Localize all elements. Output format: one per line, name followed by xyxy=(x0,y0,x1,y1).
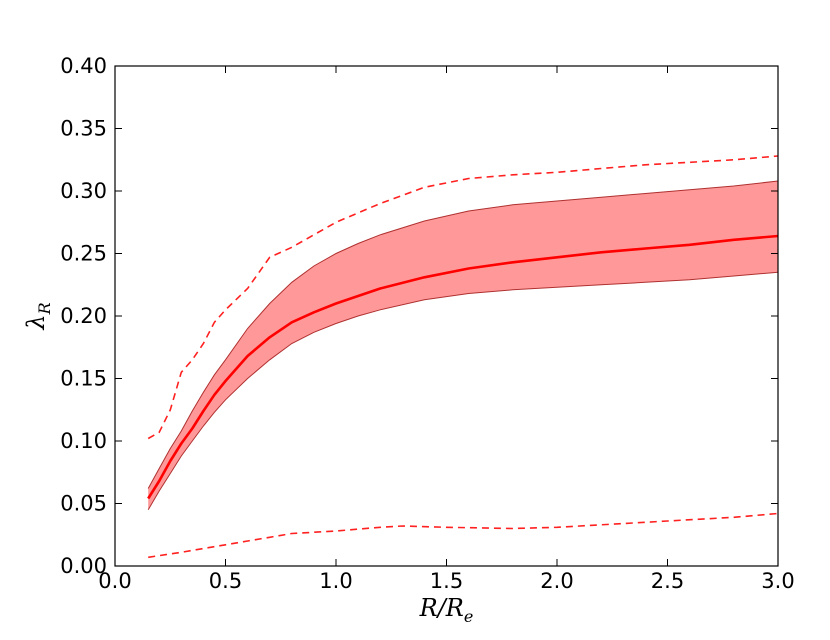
series-group xyxy=(147,155,778,559)
y-tick-label: 0.00 xyxy=(60,554,107,578)
x-axis-label-sub: e xyxy=(464,607,473,626)
y-tick-label: 0.05 xyxy=(60,492,107,516)
y-tick-label: 0.15 xyxy=(60,367,107,391)
x-tick-label: 1.5 xyxy=(430,569,463,593)
x-tick-label: 0.0 xyxy=(98,569,131,593)
x-tick-label: 0.5 xyxy=(209,569,242,593)
x-axis-label: R/Re xyxy=(419,594,474,626)
y-tick-label: 0.35 xyxy=(60,117,107,141)
mean-line xyxy=(147,234,778,500)
x-tick-label: 2.5 xyxy=(651,569,684,593)
band-lower-edge xyxy=(147,271,778,511)
band-area xyxy=(148,181,778,510)
ticks xyxy=(114,65,779,567)
x-axis-label-main: R/R xyxy=(419,594,464,622)
dashed-line-3 xyxy=(148,512,778,559)
plot-area xyxy=(147,155,778,559)
dashed-line-2 xyxy=(147,155,778,440)
y-axis-label: λR xyxy=(22,302,54,330)
x-tick-label: 2.0 xyxy=(540,569,573,593)
y-tick-label: 0.40 xyxy=(60,54,107,78)
y-axis-label-main: λ xyxy=(22,314,50,330)
x-tick-label: 1.0 xyxy=(319,569,352,593)
y-tick-label: 0.20 xyxy=(60,304,107,328)
x-tick-label: 3.0 xyxy=(761,569,794,593)
y-tick-label: 0.10 xyxy=(60,429,107,453)
y-tick-label: 0.30 xyxy=(60,179,107,203)
band-upper-edge xyxy=(147,180,778,489)
y-axis-label-sub: R xyxy=(35,302,54,315)
tick-labels: 0.0 0.5 1.0 1.5 2.0 2.5 3.0 0.00 0.05 0.10 0.15 0.2… xyxy=(60,54,794,593)
y-tick-label: 0.25 xyxy=(60,242,107,266)
